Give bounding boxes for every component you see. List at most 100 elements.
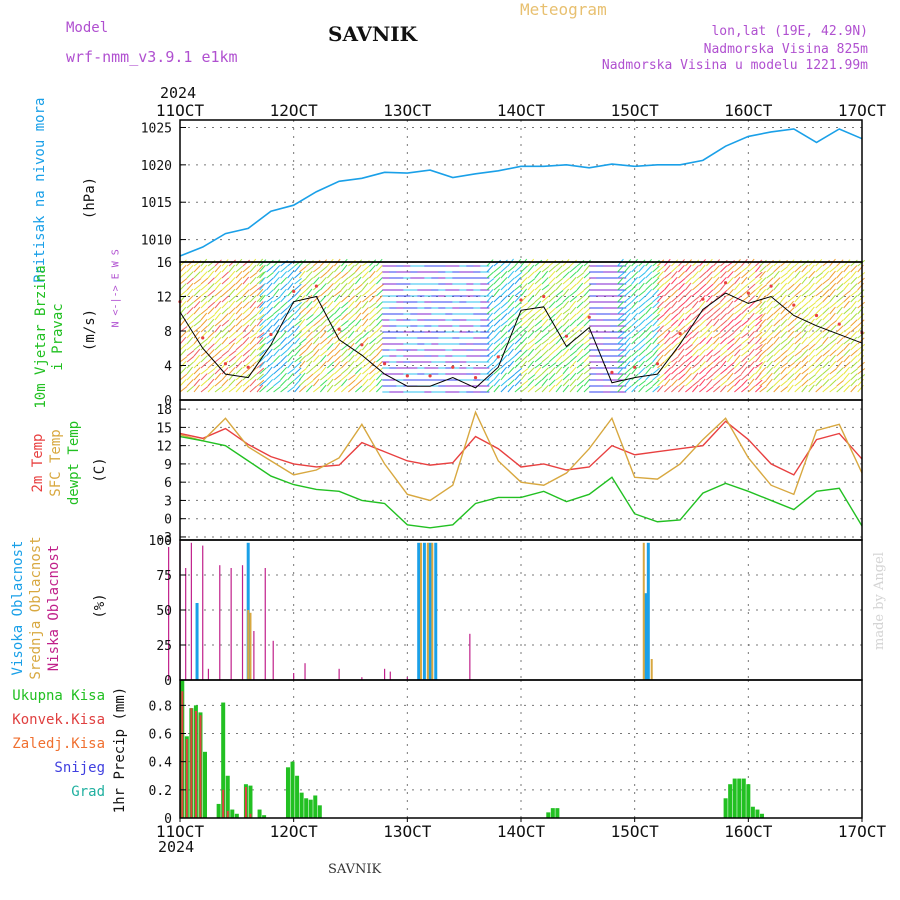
wind-speed-line <box>179 292 863 389</box>
wind-barb <box>354 367 363 375</box>
wind-barb <box>221 295 229 303</box>
wind-barb <box>548 367 556 375</box>
wind-barb <box>685 301 693 309</box>
wind-barb <box>657 319 665 327</box>
wind-barb <box>850 265 858 273</box>
wind-barb <box>617 385 625 393</box>
wind-barb <box>727 354 734 363</box>
wind-barb <box>259 385 267 393</box>
wind-barb <box>256 318 263 327</box>
wind-barb <box>242 379 250 387</box>
wind-barb <box>186 336 194 345</box>
wind-barb <box>780 337 789 345</box>
model-label: Model <box>66 20 109 36</box>
wind-barb <box>214 295 222 303</box>
wind-gust-point <box>337 327 341 331</box>
wind-gust-point <box>292 289 296 293</box>
wind-barb <box>720 355 728 363</box>
wind-barb <box>273 283 280 291</box>
wind-barb <box>347 330 355 339</box>
wind-barb <box>583 264 591 273</box>
wind-barb <box>652 265 660 273</box>
wind-barb <box>685 385 693 393</box>
wind-barb <box>780 355 788 363</box>
wind-barb <box>280 343 288 351</box>
wind-barb <box>294 264 301 273</box>
wind-barb <box>520 360 528 369</box>
wind-barb <box>555 260 564 267</box>
wind-barb <box>631 366 638 375</box>
wind-barb <box>179 379 187 387</box>
wind-barb <box>678 277 686 285</box>
wind-barb <box>808 324 815 333</box>
wind-barb <box>214 289 223 297</box>
wind-barb <box>692 300 699 309</box>
wind-barb <box>313 361 321 369</box>
wind-barb <box>638 313 646 321</box>
wind-barb <box>327 373 335 381</box>
wind-barb <box>562 266 571 273</box>
wind-barb <box>843 372 850 381</box>
wind-barb <box>520 336 528 345</box>
wind-barb <box>193 367 201 375</box>
wind-barb <box>186 264 194 273</box>
wind-barb <box>266 307 274 315</box>
wind-barb <box>341 313 349 321</box>
wind-barb <box>671 283 679 291</box>
wind-barb <box>259 294 266 303</box>
wind-barb <box>706 295 713 303</box>
wind-barb <box>375 325 383 333</box>
wind-barb <box>713 355 721 363</box>
y-tick-label: 0 <box>164 394 172 409</box>
wind-barb <box>298 372 306 381</box>
wind-barb <box>713 349 721 357</box>
wind-gust-point <box>405 374 409 378</box>
wind-barb <box>347 282 355 291</box>
wind-barb <box>507 337 516 345</box>
cloud-low-bar <box>338 668 340 680</box>
wind-barb <box>249 276 257 285</box>
wind-barb <box>617 276 624 285</box>
wind-barb <box>678 379 686 387</box>
wind-barb <box>576 272 585 279</box>
wind-barb <box>741 283 749 291</box>
wind-barb <box>720 295 727 303</box>
wind-barb <box>287 295 295 303</box>
wind-barb <box>801 264 809 273</box>
wind-barb <box>334 355 342 363</box>
wind-barb <box>341 271 349 279</box>
wind-barb <box>850 384 858 393</box>
wind-barb <box>193 289 201 297</box>
wind-barb <box>541 277 549 285</box>
wind-barb <box>773 290 782 297</box>
cloud-low-bar <box>207 668 210 680</box>
wind-barb <box>348 319 356 327</box>
wind-barb <box>569 259 578 267</box>
wind-barb <box>569 313 577 321</box>
wind-barb <box>645 350 654 357</box>
wind-barb <box>617 313 625 321</box>
y-tick-label: 0.8 <box>149 699 172 714</box>
wind-barb <box>562 312 570 321</box>
wind-barb <box>347 348 355 357</box>
wind-barb <box>773 373 781 381</box>
wind-barb <box>312 336 320 345</box>
wind-barb <box>259 313 267 321</box>
wind-barb <box>228 259 236 267</box>
wind-barb <box>294 373 302 381</box>
wind-barb <box>207 277 215 285</box>
y-tick-label: 4 <box>164 360 172 375</box>
wind-barb <box>280 277 288 285</box>
wind-barb <box>333 264 341 273</box>
wind-barb <box>294 271 302 279</box>
wind-barb <box>808 380 817 387</box>
wind-barb <box>299 283 307 291</box>
wind-barb <box>794 385 802 393</box>
wind-barb <box>638 301 646 309</box>
wind-barb <box>534 379 542 387</box>
wind-barb <box>327 307 335 315</box>
wind-barb <box>794 372 801 381</box>
wind-barb <box>822 379 830 387</box>
wind-barb <box>541 343 549 351</box>
wind-barb <box>692 289 700 297</box>
